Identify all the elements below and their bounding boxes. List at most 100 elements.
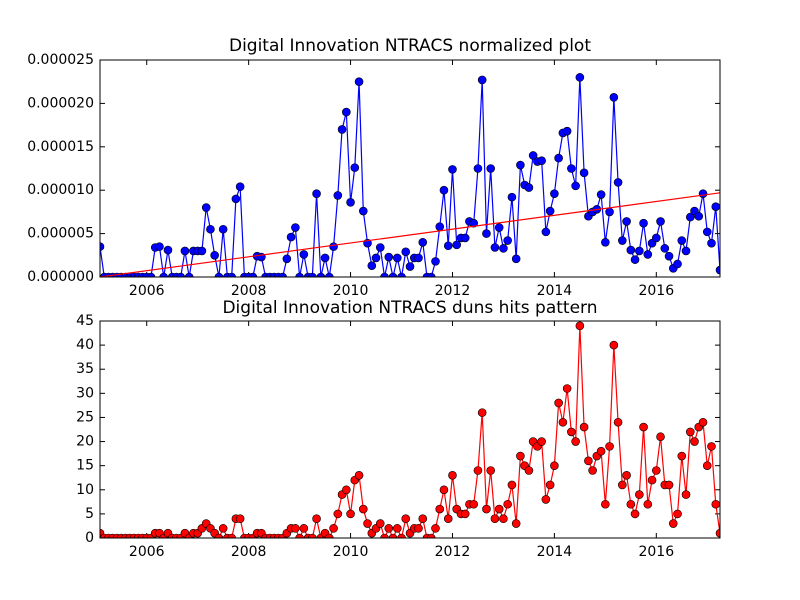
- data-point: [490, 243, 500, 252]
- data-point: [503, 236, 512, 245]
- y-tick-label: 0.000010: [27, 182, 94, 198]
- data-point: [278, 272, 287, 277]
- data-point: [163, 245, 173, 255]
- data-point: [342, 107, 351, 117]
- data-point: [214, 272, 224, 277]
- x-tick-label: 2014: [537, 544, 573, 560]
- axes-frame: [99, 320, 721, 539]
- data-point: [524, 183, 534, 192]
- data-point: [596, 190, 606, 199]
- data-point: [431, 524, 440, 533]
- data-point: [601, 499, 610, 509]
- data-point: [486, 164, 495, 173]
- data-point: [715, 528, 720, 538]
- data-point: [499, 514, 508, 524]
- y-tick-label: 0.000020: [27, 95, 94, 111]
- data-point: [308, 272, 317, 277]
- data-point: [660, 244, 670, 253]
- data-point: [550, 189, 559, 198]
- data-point: [291, 524, 300, 533]
- data-point: [630, 509, 640, 519]
- data-point: [494, 223, 504, 232]
- data-point: [435, 504, 445, 514]
- data-point: [295, 272, 304, 277]
- data-point: [652, 233, 661, 243]
- data-point: [635, 246, 644, 256]
- data-point: [452, 240, 462, 250]
- data-point: [622, 471, 631, 480]
- data-point: [618, 236, 627, 245]
- x-tick-label: 2006: [129, 283, 165, 299]
- data-point: [643, 499, 653, 509]
- data-point: [575, 73, 585, 82]
- data-point: [231, 194, 241, 204]
- data-point: [146, 272, 156, 277]
- data-point: [380, 272, 389, 277]
- data-point: [639, 422, 648, 432]
- data-point: [342, 485, 351, 495]
- data-point: [681, 246, 691, 256]
- data-point: [333, 509, 343, 519]
- data-point: [567, 164, 576, 173]
- data-point: [282, 254, 292, 264]
- data-point: [414, 253, 423, 263]
- data-point: [329, 524, 338, 533]
- data-point: [184, 272, 194, 277]
- data-point: [558, 417, 568, 427]
- data-point: [516, 451, 525, 461]
- data-point: [715, 265, 720, 275]
- y-tick-label: 35: [76, 361, 94, 377]
- y-tick-label: 15: [76, 458, 94, 474]
- data-point: [384, 524, 394, 533]
- data-point: [401, 247, 411, 257]
- data-point: [702, 461, 712, 470]
- data-point: [609, 93, 619, 102]
- data-point: [643, 250, 653, 259]
- data-point: [227, 533, 236, 538]
- data-point: [685, 212, 695, 222]
- data-point: [690, 437, 699, 446]
- data-point: [439, 485, 449, 495]
- data-point: [537, 437, 546, 446]
- data-point: [354, 471, 364, 480]
- data-point: [575, 321, 585, 331]
- data-point: [329, 242, 338, 251]
- data-point: [605, 442, 614, 451]
- data-point: [482, 229, 491, 238]
- data-point: [371, 253, 381, 263]
- data-point: [668, 519, 678, 528]
- data-point: [673, 509, 682, 519]
- plot-area: [100, 321, 720, 538]
- data-point: [180, 246, 190, 256]
- data-point: [469, 218, 479, 228]
- data-point: [550, 461, 559, 470]
- y-tick-label: 40: [76, 337, 94, 353]
- subplot: Digital Innovation NTRACS duns hits patt…: [76, 298, 721, 560]
- data-point: [545, 206, 555, 216]
- data-point: [639, 218, 648, 228]
- data-point: [325, 272, 334, 277]
- data-point: [210, 251, 219, 260]
- subplot: Digital Innovation NTRACS normalized plo…: [27, 36, 721, 299]
- data-point: [711, 499, 720, 509]
- data-point: [312, 189, 321, 198]
- data-point: [486, 466, 495, 475]
- data-point: [405, 262, 415, 271]
- data-point: [100, 242, 105, 251]
- data-point: [448, 165, 457, 174]
- data-point: [477, 75, 487, 85]
- data-point: [499, 244, 508, 253]
- data-point: [490, 514, 500, 524]
- data-point: [622, 217, 631, 226]
- x-tick-label: 2010: [333, 544, 369, 560]
- y-tick-label: 0.000005: [27, 226, 94, 242]
- data-point: [312, 514, 321, 524]
- data-point: [656, 217, 665, 226]
- data-point: [418, 237, 428, 247]
- data-point: [541, 495, 551, 504]
- data-point: [528, 151, 538, 160]
- x-tick-label: 2014: [537, 283, 573, 299]
- data-point: [358, 206, 368, 216]
- data-point: [554, 398, 563, 408]
